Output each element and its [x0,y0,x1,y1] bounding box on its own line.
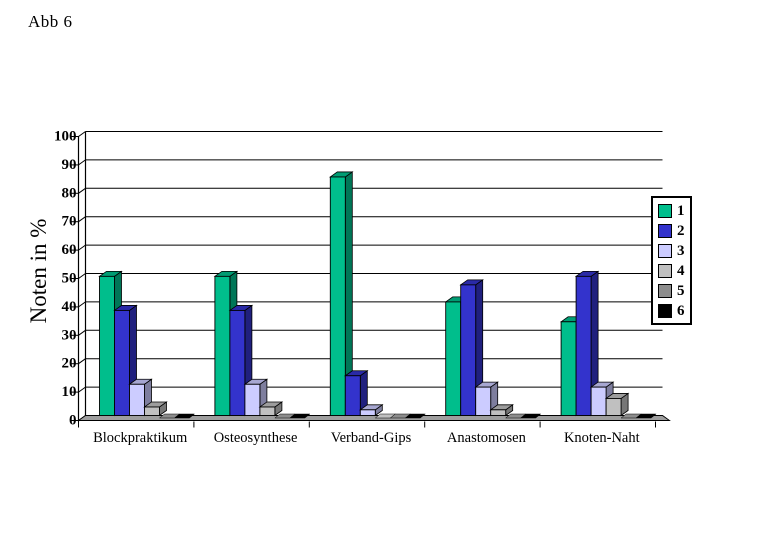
chart-legend: 1 2 3 4 5 6 [651,196,692,325]
legend-item-label: 5 [677,282,685,299]
legend-item: 3 [658,242,685,260]
y-tick-diagonal [78,187,86,194]
legend-item-label: 6 [677,302,685,319]
bar [229,309,246,416]
legend-item-label: 1 [677,202,685,219]
bar [605,398,622,416]
bar-flat [173,413,196,419]
bar [560,321,577,416]
bar [144,406,160,416]
bar [575,275,592,416]
y-tick-label: 70 [62,214,77,230]
y-tick-label: 100 [54,129,77,145]
bar [445,301,462,416]
category-label: Anastomosen [447,430,527,446]
legend-item: 5 [658,282,685,300]
legend-color-swatch [658,224,672,238]
legend-item-label: 2 [677,222,685,239]
bar [490,409,507,416]
bar [114,309,130,416]
bar-flat [289,413,311,419]
y-tick-diagonal [78,301,86,308]
y-tick-diagonal [78,386,86,393]
legend-item: 4 [658,262,685,280]
legend-color-swatch [658,264,672,278]
y-tick-label: 90 [62,157,77,173]
bar [590,386,607,416]
y-tick-label: 50 [62,271,77,287]
legend-item-label: 4 [677,262,685,279]
bar [129,383,145,416]
y-tick-label: 40 [62,299,77,315]
legend-item-label: 3 [677,242,685,259]
y-tick-label: 60 [62,242,77,258]
legend-color-swatch [658,204,672,218]
y-tick-diagonal [78,131,86,137]
bar [329,176,346,416]
y-tick-diagonal [78,244,86,251]
bar-flat [519,413,542,419]
category-label: Verband-Gips [331,430,412,446]
category-label: Blockpraktikum [93,430,188,446]
y-tick-label: 10 [62,384,77,400]
y-tick-diagonal [78,159,86,166]
category-label: Knoten-Naht [564,430,640,446]
legend-item: 1 [658,202,685,220]
bar-flat [635,413,657,419]
y-tick-diagonal [78,358,86,365]
y-tick-label: 20 [62,356,77,372]
y-tick-diagonal [78,329,86,336]
bar [259,406,276,416]
bar [475,386,492,416]
bar [460,284,477,416]
bar [359,409,376,416]
legend-color-swatch [658,284,672,298]
figure-label: Abb 6 [28,12,73,31]
bar [344,375,361,416]
legend-color-swatch [658,244,672,258]
legend-item: 2 [658,222,685,240]
bar [214,275,231,416]
bar [99,275,115,416]
bar [244,383,261,416]
y-tick-label: 30 [62,327,77,343]
y-tick-diagonal [78,273,86,279]
legend-color-swatch [658,304,672,318]
y-tick-label: 0 [69,413,77,429]
y-tick-label: 80 [62,185,77,201]
category-label: Osteosynthese [214,430,298,446]
y-tick-diagonal [78,216,86,223]
legend-item: 6 [658,302,685,320]
bar-flat [404,413,427,419]
